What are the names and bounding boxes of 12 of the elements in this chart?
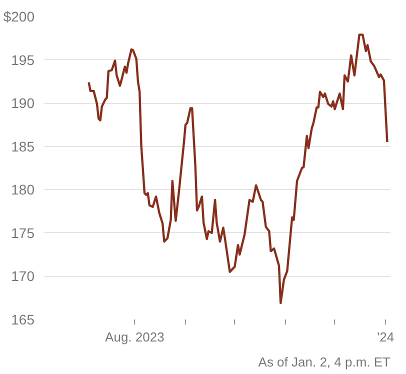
y-tick-label: $200 — [3, 8, 35, 24]
y-tick-label: 195 — [11, 52, 35, 68]
x-tick-label: '24 — [377, 330, 394, 344]
y-tick-label: 180 — [11, 182, 35, 198]
y-tick-label: 165 — [11, 312, 35, 328]
y-tick-label: 170 — [11, 268, 35, 284]
y-tick-label: 190 — [11, 95, 35, 112]
y-tick-label: 175 — [11, 224, 35, 241]
y-tick-label: 185 — [11, 138, 35, 154]
text: As of Jan. 2, 4 p.m. ET — [258, 354, 391, 370]
x-tick-label: Aug. 2023 — [105, 330, 164, 344]
line-series — [88, 34, 388, 304]
